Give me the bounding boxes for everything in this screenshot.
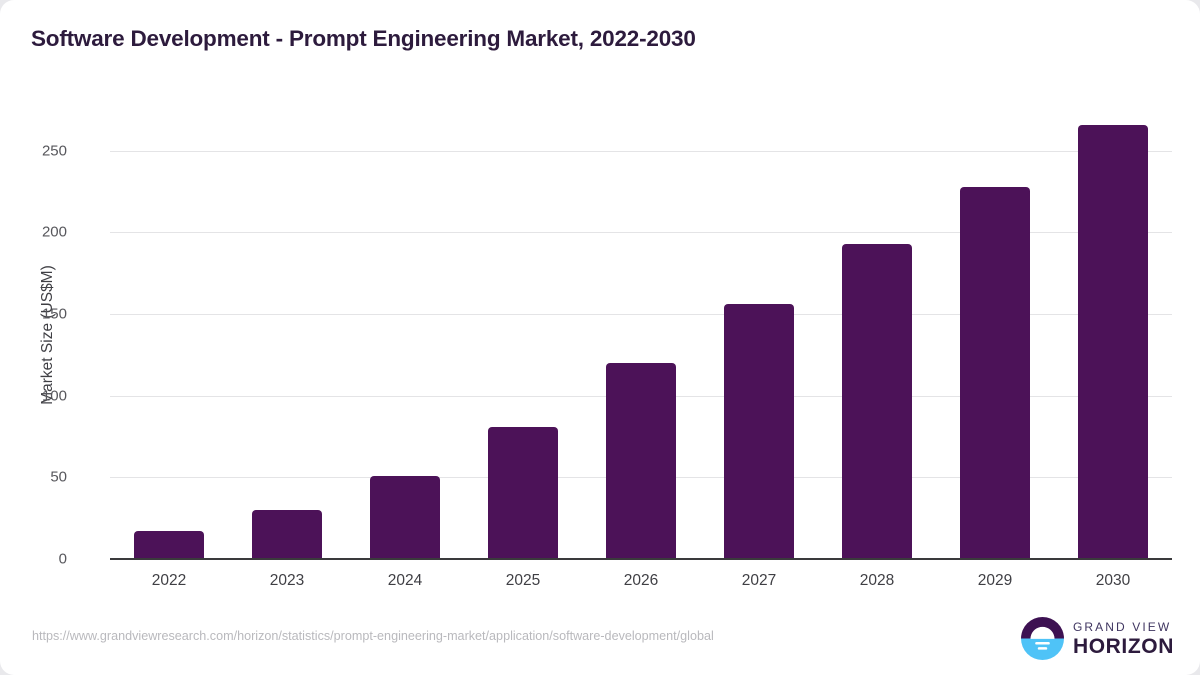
- bar-2025[interactable]: [488, 426, 558, 559]
- bar-2024[interactable]: [370, 475, 440, 559]
- x-axis-tick-label: 2022: [151, 572, 187, 589]
- bar-2030[interactable]: [1078, 124, 1148, 559]
- gridline: [110, 314, 1172, 316]
- x-axis-tick-label: 2030: [1095, 572, 1131, 589]
- bar-2029[interactable]: [960, 186, 1030, 559]
- horizon-circle-icon: [1020, 617, 1064, 660]
- bar-2026[interactable]: [606, 363, 676, 559]
- page-title: Software Development - Prompt Engineerin…: [31, 26, 696, 51]
- x-axis-line: [110, 558, 1172, 560]
- bar-2022[interactable]: [134, 530, 204, 559]
- plot-area: Market Size (US$M) 0 50 100 150 200 250: [39, 110, 1172, 568]
- logo-top-text: GRAND VIEW: [1072, 619, 1172, 634]
- x-axis-tick-label: 2024: [387, 572, 423, 589]
- bar-2023[interactable]: [252, 510, 322, 559]
- gridline: [110, 150, 1172, 152]
- y-axis-tick-label: 50: [50, 468, 67, 486]
- x-axis-tick-label: 2025: [505, 572, 541, 589]
- bar-2027[interactable]: [724, 304, 794, 559]
- y-axis-tick-label: 100: [41, 387, 67, 405]
- y-axis-tick-label: 0: [58, 550, 67, 568]
- logo-wordmark: GRAND VIEW HORIZON: [1073, 621, 1174, 657]
- brand-logo[interactable]: GRAND VIEW HORIZON: [1020, 617, 1174, 660]
- x-axis-tick-label: 2026: [623, 572, 659, 589]
- logo-bottom-text: HORIZON: [1072, 634, 1174, 658]
- source-url[interactable]: https://www.grandviewresearch.com/horizo…: [32, 629, 714, 643]
- x-axis-tick-label: 2023: [269, 572, 305, 589]
- x-axis-tick-label: 2027: [741, 572, 777, 589]
- gridline: [110, 232, 1172, 234]
- y-axis-tick-label: 150: [41, 305, 67, 323]
- x-axis-tick-label: 2028: [859, 572, 895, 589]
- y-axis-label: Market Size (US$M): [39, 264, 56, 405]
- bar-2028[interactable]: [842, 243, 912, 559]
- y-axis-tick-label: 250: [41, 142, 67, 160]
- x-axis-tick-label: 2029: [977, 572, 1013, 589]
- y-axis-tick-label: 200: [41, 223, 67, 241]
